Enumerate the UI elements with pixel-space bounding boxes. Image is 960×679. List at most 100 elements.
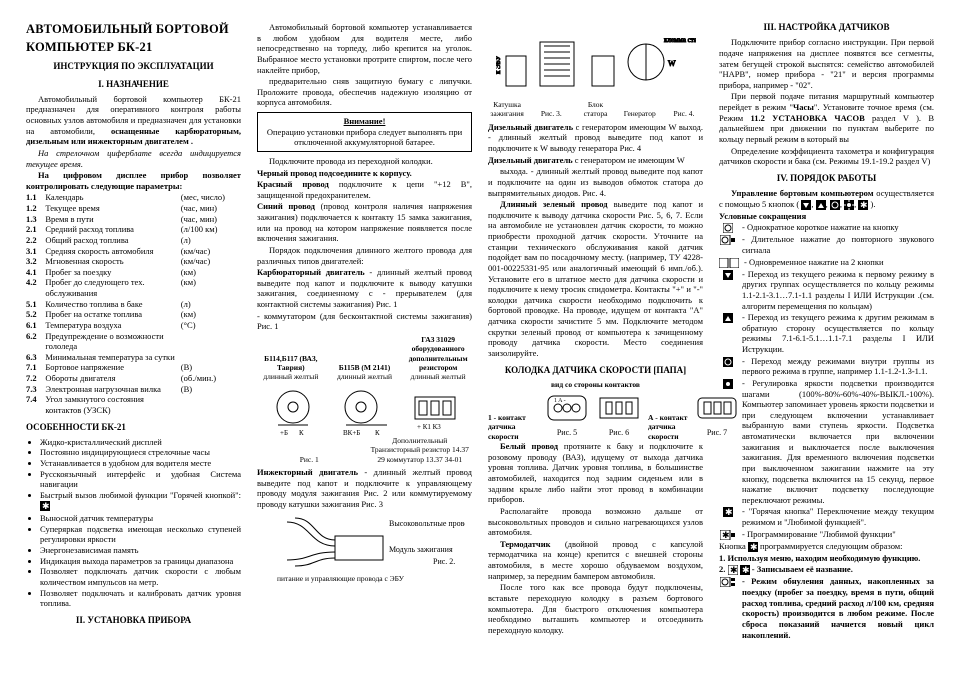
svg-text:К: К (375, 429, 380, 436)
svg-text:Рис. 2.: Рис. 2. (433, 557, 455, 566)
title-line2: КОМПЬЮТЕР БК-21 (26, 40, 241, 56)
param-unit: (мес, число) (181, 192, 241, 203)
svg-text:✱: ✱ (725, 507, 733, 517)
svg-text:ВК+Б: ВК+Б (343, 429, 360, 436)
params-table: 1.1Календарь(мес, число)1.2Текущее время… (26, 192, 241, 415)
param-unit: (км/час) (181, 256, 241, 267)
param-num: 7.2 (26, 373, 45, 384)
svg-text:+ К1 К3: + К1 К3 (417, 423, 441, 431)
param-name: Пробег на остатке топлива (45, 309, 180, 320)
s1-p3: На цифровом дисплее прибор позволяет кон… (26, 170, 241, 191)
svg-text:✱: ✱ (722, 530, 730, 540)
feature-item: Позволяет подключать и калибровать датчи… (40, 588, 241, 609)
abbr-row: - Однократное короткое нажатие на кнопку (719, 222, 934, 233)
param-unit (181, 331, 241, 352)
pair-icon (719, 257, 739, 268)
param-unit (181, 352, 241, 363)
prog-icon: ✱ (719, 529, 737, 540)
svg-text:к ЭБУ: к ЭБУ (496, 55, 502, 74)
svg-text:✱: ✱ (742, 565, 750, 575)
s2-p9: - коммутатором (для бесконтактной систем… (257, 311, 472, 332)
s2-p12: Дизельный двигатель с генератором не име… (488, 155, 703, 166)
fig2: Высоковольтные провода Модуль зажигания … (257, 512, 472, 583)
c3-p1: выхода. - длинный желтый провод выведите… (488, 166, 703, 198)
param-unit (181, 394, 241, 415)
param-unit: (км/час) (181, 246, 241, 257)
c3-p2: Длинный зеленый провод выведите под капо… (488, 199, 703, 358)
param-num: 5.2 (26, 309, 45, 320)
param-name: Минимальная температура за сутки (45, 352, 180, 363)
param-unit: (км) (181, 309, 241, 320)
abbr-row: ✱- Программирование "Любимой функции" (719, 529, 934, 540)
s1-p1: Автомобильный бортовой компьютер БК-21 п… (26, 94, 241, 147)
param-num: 1.1 (26, 192, 45, 203)
section-3-heading: III. НАСТРОЙКА ДАТЧИКОВ (719, 22, 934, 33)
sun-icon (719, 378, 737, 389)
c3-p4: Располагайте провода возможно дальше от … (488, 506, 703, 538)
s2-p10: Инжекторный двигатель - длинный желтый п… (257, 467, 472, 510)
abbr-row: - Переход из текущего режима к первому р… (719, 269, 934, 312)
svg-text:+Б: +Б (280, 429, 288, 436)
param-name: Средний расход топлива (45, 224, 180, 235)
feature-item: Устанавливается в удобном для водителя м… (40, 458, 241, 469)
fig7: Рис. 7 (694, 392, 740, 438)
param-unit: (км) (181, 267, 241, 278)
param-name: Мгновенная скорость (45, 256, 180, 267)
s2-p11: Дизельный двигатель с генератором имеющи… (488, 122, 703, 154)
right-icon (719, 356, 737, 367)
feature-item: Индикация выхода параметров за границы д… (40, 556, 241, 567)
svg-text:клемма статора: клемма статора (664, 36, 696, 44)
param-num: 6.2 (26, 331, 45, 352)
c4-p1: Определение коэффициента тахометра и кон… (719, 146, 934, 167)
param-unit: (В) (181, 362, 241, 373)
param-name: Общий расход топлива (45, 235, 180, 246)
feature-item: Русскоязычный интерфейс и удобная Систем… (40, 469, 241, 490)
fig5: 1 A - Рис. 5 (544, 392, 590, 438)
param-unit: (час, мин) (181, 203, 241, 214)
abbr-row: - Длительное нажатие до повторного звуко… (719, 234, 934, 255)
svg-text:W: W (668, 59, 676, 68)
features-heading: ОСОБЕННОСТИ БК-21 (26, 422, 241, 433)
param-name: Текущее время (45, 203, 180, 214)
s2-p6: Синий провод (провод контроля наличия на… (257, 201, 472, 244)
abbr-row: - Одновременное нажатие на 2 кнопки (719, 257, 934, 268)
s2-p3: Подключите провода из переходной колодки… (257, 156, 472, 167)
param-name: Температура воздуха (45, 320, 180, 331)
s2-p1: Автомобильный бортовой компьютер устанав… (257, 22, 472, 75)
param-name: Календарь (45, 192, 180, 203)
param-unit: (л) (181, 235, 241, 246)
param-unit: (л/100 км) (181, 224, 241, 235)
feature-item: Выносной датчик температуры (40, 513, 241, 524)
param-name: Бортовое напряжение (45, 362, 180, 373)
param-num: 2.2 (26, 235, 45, 246)
svg-text:Модуль зажигания: Модуль зажигания (389, 545, 453, 554)
prog-l2: 2. ✱ ✱ - Записываем её название. (719, 564, 934, 575)
svg-text:К: К (299, 429, 304, 436)
section-1-heading: I. НАЗНАЧЕНИЕ (26, 79, 241, 90)
feature-item: Позволяет подключать датчик скорости с л… (40, 566, 241, 587)
param-name: Время в пути (45, 214, 180, 225)
param-num: 4.2 (26, 277, 45, 298)
fig1-svg: +Б К ВК+Б К + К1 К3 (265, 382, 465, 436)
fig2-svg: Высоковольтные провода Модуль зажигания … (265, 512, 465, 574)
s1-p2: На стрелочном циферблате всегда индициру… (26, 148, 241, 169)
c4-p2: Управление бортовым компьютером осуществ… (719, 188, 934, 210)
c3-heading: КОЛОДКА ДАТЧИКА СКОРОСТИ [ПАПА] (488, 365, 703, 376)
abbr-row: - Переход между режимами внутри группы и… (719, 356, 934, 377)
s2-p8: Карбюраторный двигатель - длинный желтый… (257, 267, 472, 310)
s2-p7: Порядок подключения длинного желтого про… (257, 245, 472, 266)
btn-sun-icon (844, 199, 854, 209)
feature-item: Энергонезависимая память (40, 545, 241, 556)
c3-p3: Белый провод протяните к баку и подключи… (488, 441, 703, 505)
svg-text:1 A -: 1 A - (554, 398, 566, 404)
abbr-row: - Переход из текущего режима к другим ре… (719, 312, 934, 355)
down-icon (719, 269, 737, 280)
long-icon (719, 234, 737, 245)
param-num: 7.3 (26, 384, 45, 395)
param-unit: (В) (181, 384, 241, 395)
hot-icon: ✱ (719, 506, 737, 517)
param-num: 6.1 (26, 320, 45, 331)
fig3-4: к ЭБУ клемма статора W Катушка зажигания… (488, 22, 703, 119)
param-num: 7.1 (26, 362, 45, 373)
c3-p5: Термодатчик (двойной провод с капсулой т… (488, 539, 703, 582)
